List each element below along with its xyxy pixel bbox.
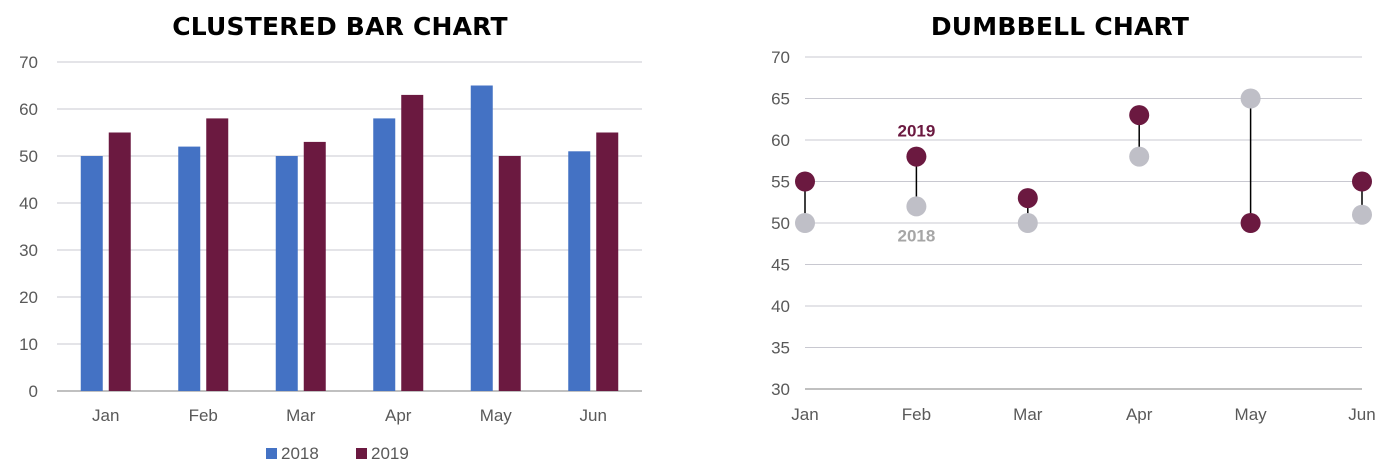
legend-label-2019: 2019 (371, 444, 409, 463)
dumbbell-point-2019-may (1240, 213, 1261, 233)
dumbbell-point-2018-jun (1352, 204, 1372, 225)
bar-x-tick-label: Mar (286, 406, 316, 425)
bar-x-tick-label: May (480, 406, 513, 425)
bar-y-tick-label: 0 (29, 382, 38, 401)
bar-chart-title: CLUSTERED BAR CHART (172, 12, 508, 41)
dumbbell-point-2018-may (1240, 88, 1261, 109)
bar-y-tick-label: 40 (19, 194, 38, 213)
dumbbell-y-tick-label: 70 (771, 48, 790, 67)
bar-chart-plot: 0 10 20 30 40 50 60 70 Jan Feb Mar Apr May Jun 2018 201… (19, 53, 642, 463)
dumbbell-point-2019-jun (1352, 171, 1372, 192)
dumbbell-x-tick-label: May (1235, 405, 1268, 424)
bar-2018-jun (568, 151, 591, 391)
bar-2018-jan (80, 156, 103, 391)
dumbbell-chart-title: DUMBBELL CHART (930, 12, 1190, 41)
bar-x-tick-label: Feb (189, 406, 218, 425)
bar-y-tick-label: 70 (19, 53, 38, 72)
bar-2019-jun (596, 132, 619, 391)
bar-2019-jan (108, 132, 131, 391)
dumbbell-y-tick-label: 30 (771, 380, 790, 399)
bar-y-tick-label: 50 (19, 147, 38, 166)
bar-y-tick-label: 10 (19, 335, 38, 354)
bar-2018-apr (373, 118, 396, 392)
dumbbell-point-2019-apr (1129, 105, 1150, 126)
bar-2019-apr (401, 94, 424, 392)
dumbbell-annotation-2019: 2019 (897, 122, 935, 141)
bar-2018-mar (275, 156, 298, 391)
bar-y-tick-label: 20 (19, 288, 38, 307)
bar-y-tick-label: 30 (19, 241, 38, 260)
bar-x-tick-label: Jun (580, 406, 607, 425)
bar-2019-mar (303, 141, 326, 391)
clustered-bar-chart-panel: CLUSTERED BAR CHART 0 10 20 30 40 50 60 70 Jan Fe… (0, 0, 680, 476)
bar-x-tick-label: Apr (385, 406, 412, 425)
bar-2019-feb (206, 118, 229, 392)
bar-y-tick-label: 60 (19, 100, 38, 119)
bar-2018-feb (178, 146, 201, 391)
dumbbell-x-tick-label: Feb (902, 405, 931, 424)
dumbbell-point-2019-jan (795, 171, 815, 192)
dumbbell-chart-plot: 30 35 40 45 50 55 60 65 70 Jan Feb Mar Apr May Jun 2019… (771, 48, 1376, 424)
dumbbell-y-tick-label: 45 (771, 256, 790, 275)
dumbbell-y-tick-label: 35 (771, 339, 790, 358)
dumbbell-y-tick-label: 50 (771, 214, 790, 233)
dumbbell-point-2018-jan (795, 213, 815, 233)
dumbbell-point-2018-mar (1017, 213, 1038, 233)
dumbbell-y-tick-label: 60 (771, 131, 790, 150)
dumbbell-point-2019-feb (906, 146, 927, 167)
dumbbell-x-tick-label: Apr (1126, 405, 1153, 424)
dumbbell-y-tick-label: 65 (771, 90, 790, 109)
dumbbell-y-tick-label: 55 (771, 173, 790, 192)
bar-2019-may (498, 156, 521, 391)
legend-swatch-2018 (266, 448, 277, 459)
dumbbell-x-tick-label: Jan (791, 405, 818, 424)
bar-x-tick-label: Jan (92, 406, 119, 425)
dumbbell-x-tick-label: Mar (1013, 405, 1043, 424)
dumbbell-point-2019-mar (1017, 188, 1038, 209)
dumbbell-x-tick-label: Jun (1348, 405, 1375, 424)
dumbbell-point-2018-apr (1129, 146, 1150, 167)
dumbbell-chart-panel: DUMBBELL CHART 30 35 40 45 50 55 60 65 70 Jan Feb M… (720, 0, 1400, 476)
legend-swatch-2019 (356, 448, 367, 459)
dumbbell-annotation-2018: 2018 (897, 226, 935, 245)
bar-2018-may (470, 85, 493, 391)
legend-label-2018: 2018 (281, 444, 319, 463)
dumbbell-y-tick-label: 40 (771, 297, 790, 316)
dumbbell-point-2018-feb (906, 196, 927, 217)
